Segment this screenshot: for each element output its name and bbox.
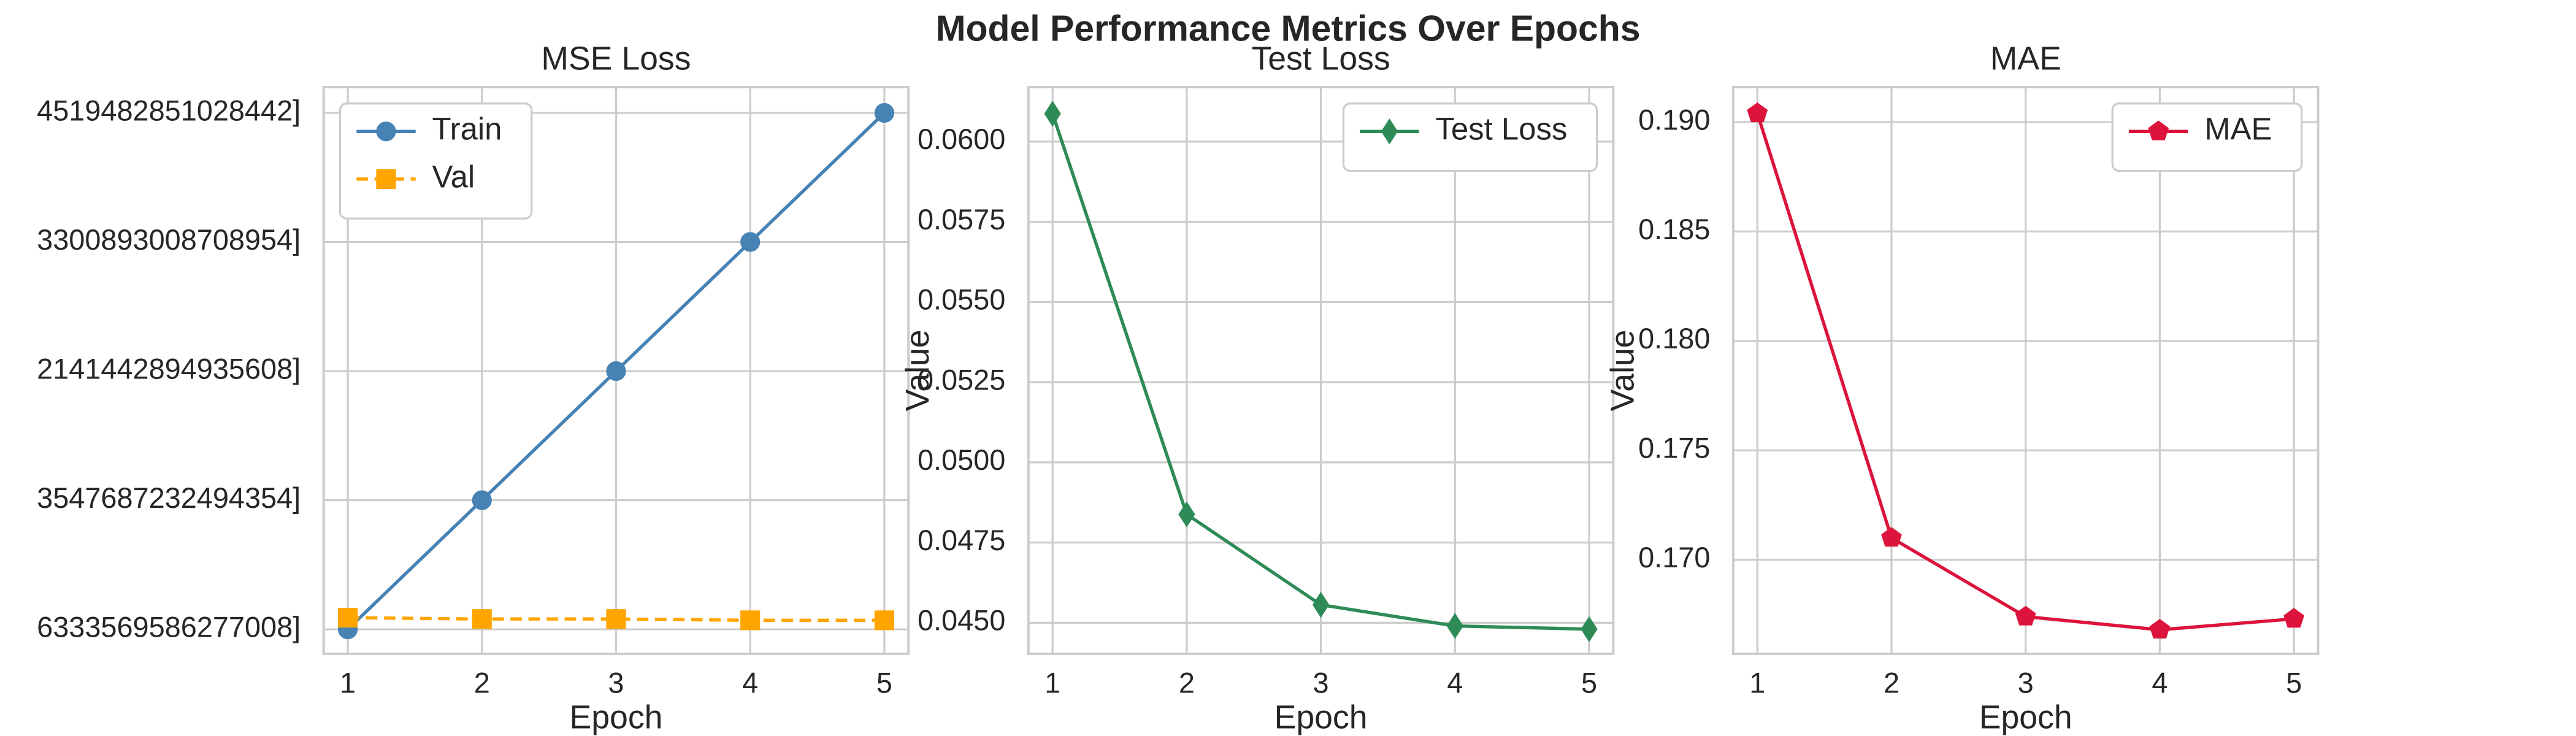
axes-frame	[322, 85, 910, 656]
y-tick-label: 0.185	[1638, 213, 1710, 245]
y-tick-label: 0.0550	[918, 284, 1005, 316]
legend-label: Train	[432, 112, 502, 147]
marker	[874, 102, 894, 123]
y-axis-label: Value	[900, 330, 936, 412]
y-tick-label: 0.175	[1638, 432, 1710, 464]
marker	[740, 232, 761, 252]
x-tick-label: 3	[1313, 667, 1329, 699]
x-tick-label: 1	[340, 667, 356, 699]
subplot-title: Test Loss	[1251, 40, 1390, 77]
legend-label: Test Loss	[1435, 112, 1567, 147]
marker	[1881, 527, 1902, 547]
y-tick-label: 0.170	[1638, 542, 1710, 573]
y-tick-label: 3547687232494354]	[37, 482, 301, 514]
x-tick-label: 1	[1045, 667, 1060, 699]
axes-frame	[1027, 85, 1615, 656]
marker	[2015, 605, 2036, 626]
x-tick-label: 3	[608, 667, 624, 699]
x-tick-label: 1	[1749, 667, 1765, 699]
legend: Train Val	[339, 102, 533, 220]
marker	[472, 490, 492, 510]
legend: Test Loss	[1342, 102, 1598, 172]
x-axis-label: Epoch	[1275, 699, 1368, 735]
legend-label: MAE	[2204, 112, 2272, 147]
y-tick-label: 0.0575	[918, 204, 1005, 236]
x-tick-label: 5	[876, 667, 892, 699]
legend-label: Val	[432, 159, 475, 194]
marker	[1178, 501, 1195, 527]
subplot-title: MSE Loss	[541, 40, 691, 77]
marker	[874, 610, 894, 631]
marker	[1446, 613, 1463, 639]
y-tick-label: 6333569586277008]	[37, 611, 301, 643]
y-axis-label: Value	[1604, 330, 1641, 412]
x-tick-label: 5	[1581, 667, 1597, 699]
x-tick-label: 4	[1447, 667, 1463, 699]
y-tick-label: 0.180	[1638, 323, 1710, 355]
x-axis-label: Epoch	[1979, 699, 2072, 735]
x-tick-label: 2	[1179, 667, 1195, 699]
marker	[472, 609, 492, 629]
y-tick-label: 0.0475	[918, 524, 1005, 556]
x-tick-label: 5	[2286, 667, 2302, 699]
legend-marker	[2148, 120, 2169, 140]
x-tick-label: 2	[474, 667, 490, 699]
marker	[1581, 616, 1598, 643]
marker	[1312, 591, 1330, 618]
x-tick-label: 3	[2018, 667, 2034, 699]
marker	[606, 361, 626, 381]
marker	[337, 608, 358, 628]
y-tick-label: 0.0525	[918, 364, 1005, 396]
y-tick-label: 4519482851028442]	[37, 94, 301, 126]
y-tick-label: 0.0450	[918, 605, 1005, 637]
legend-marker	[376, 169, 396, 190]
legend: MAE	[2111, 102, 2303, 172]
subplot-title: MAE	[1990, 40, 2061, 77]
axes-frame	[1731, 85, 2320, 656]
legend-box	[1342, 102, 1598, 172]
marker	[740, 610, 761, 631]
y-tick-label: 0.0500	[918, 444, 1005, 476]
marker	[2283, 608, 2304, 628]
figure-title: Model Performance Metrics Over Epochs	[935, 9, 1640, 48]
marker	[2149, 619, 2171, 639]
x-tick-label: 4	[742, 667, 758, 699]
x-tick-label: 2	[1884, 667, 1899, 699]
x-tick-label: 4	[2152, 667, 2168, 699]
legend-box	[2111, 102, 2303, 172]
marker	[1747, 102, 1768, 123]
legend-marker	[1381, 118, 1398, 145]
y-tick-label: 2141442894935608]	[37, 353, 301, 385]
marker	[606, 609, 626, 629]
y-tick-label: 0.0600	[918, 123, 1005, 155]
x-axis-label: Epoch	[570, 699, 663, 735]
marker	[1044, 101, 1061, 127]
legend-marker	[376, 121, 396, 142]
y-tick-label: 0.190	[1638, 104, 1710, 136]
y-tick-label: 3300893008708954]	[37, 224, 301, 256]
